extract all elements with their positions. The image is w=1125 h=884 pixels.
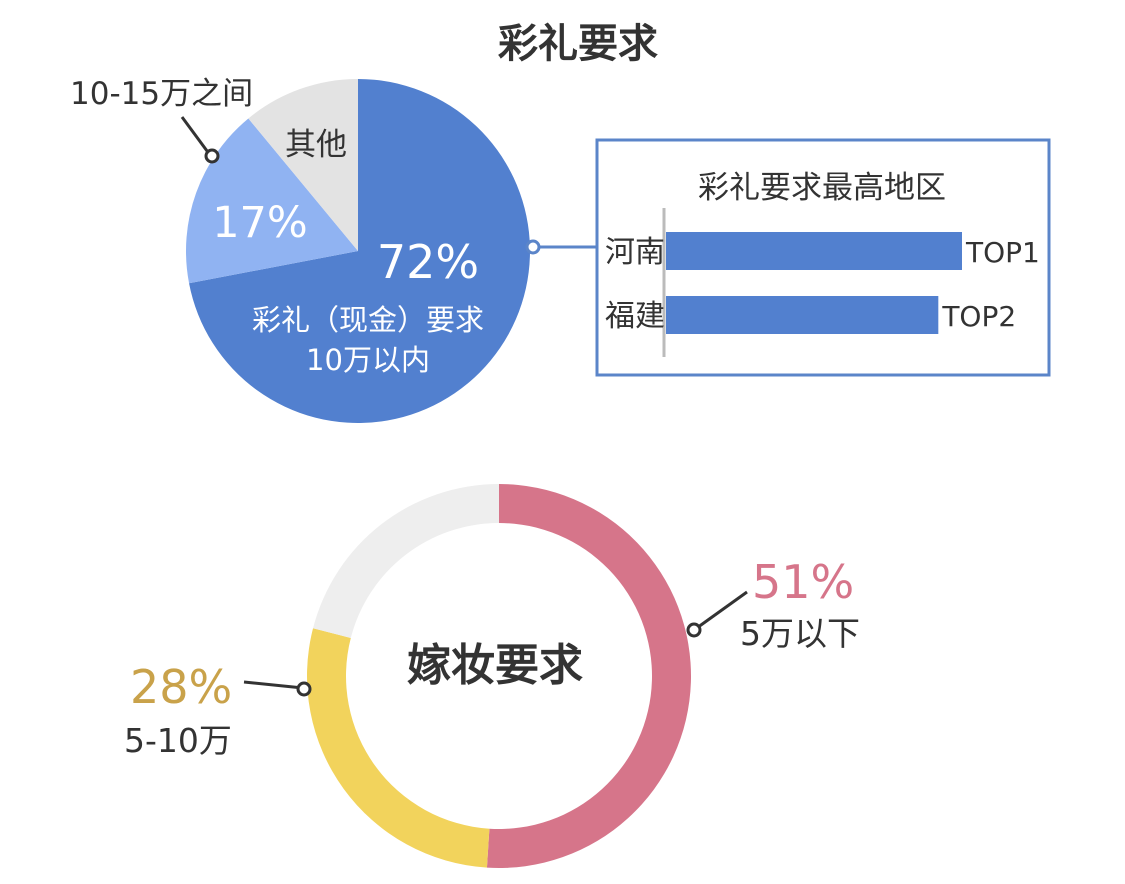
pie-slice-0 [189,79,530,423]
leader-dot-17 [204,148,220,164]
bar-value-label-0: TOP1 [965,236,1040,269]
donut-slice-1 [307,628,490,868]
leader-line-28 [243,680,304,690]
leader-dot-51 [686,622,702,638]
slice-label-72-line2: 10万以内 [306,343,430,377]
donut-slices [307,484,691,868]
bar-1 [666,296,939,334]
leader-line-51 [693,590,748,632]
donut-label-51: 5万以下 [740,614,860,653]
slice-label-other: 其他 [285,127,347,163]
donut-title: 嫁妆要求 [407,640,583,691]
slice-percent-72: 72% [377,235,479,289]
pie-slices [186,79,530,423]
donut-label-28: 5-10万 [124,721,232,760]
leader-line-17 [180,116,212,156]
donut-slice-2 [313,484,499,638]
bar-0 [666,232,962,270]
bar-value-label-1: TOP2 [941,300,1016,333]
slice-label-17: 10-15万之间 [70,76,253,112]
leader-dot-28 [296,681,312,697]
pie-slice-2 [248,79,358,251]
bars: 河南 TOP1 福建 TOP2 [605,232,1040,334]
pie-title: 彩礼要求 [498,21,658,67]
slice-percent-17: 17% [212,198,308,248]
bar-category-label-1: 福建 [605,299,665,334]
pie-slice-1 [186,118,358,284]
donut-percent-51: 51% [752,555,854,609]
donut-slice-0 [486,484,691,868]
donut-percent-28: 28% [130,660,232,714]
connector-dot [525,239,541,255]
bar-category-label-0: 河南 [605,235,665,270]
slice-label-72-line1: 彩礼（现金）要求 [252,303,484,337]
bar-title: 彩礼要求最高地区 [698,170,946,206]
